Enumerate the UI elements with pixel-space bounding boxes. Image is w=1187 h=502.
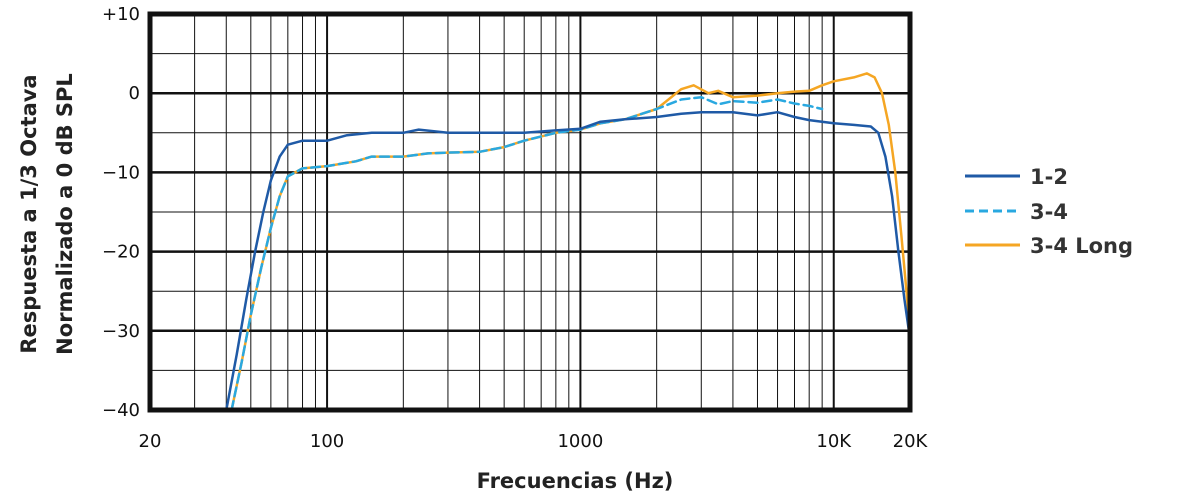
x-axis-title: Frecuencias (Hz) [477,469,674,493]
series-line-3-4-long [230,72,912,412]
x-tick-label: 10K [816,431,852,452]
y-axis-title-line-1: Respuesta a 1/3 Octava [17,74,41,353]
plot-frame [147,11,913,413]
y-tick-label: −10 [102,162,140,183]
y-tick-label: −40 [102,400,140,421]
legend: 1-2 3-4 3-4 Long [965,165,1133,258]
x-tick-labels: 20 100 1000 10K 20K [139,431,929,452]
series-line-1-2 [225,110,912,412]
x-tick-label: 100 [310,431,344,452]
y-axis-title-line-2: Normalizado a 0 dB SPL [53,73,77,355]
x-tick-label: 1000 [557,431,603,452]
legend-label-3-4: 3-4 [1030,200,1068,224]
series-line-3-4 [230,95,824,412]
series-layer [225,72,912,412]
x-tick-label: 20 [139,431,162,452]
y-tick-label: 0 [129,83,140,104]
y-tick-labels: +10 0 −10 −20 −30 −40 [102,4,140,421]
x-tick-label: 20K [893,431,929,452]
legend-label-3-4-long: 3-4 Long [1030,234,1133,258]
grid-lines [150,14,910,410]
y-tick-label: −20 [102,242,140,263]
y-tick-label: −30 [102,321,140,342]
legend-label-1-2: 1-2 [1030,165,1068,189]
y-tick-label: +10 [102,4,140,25]
